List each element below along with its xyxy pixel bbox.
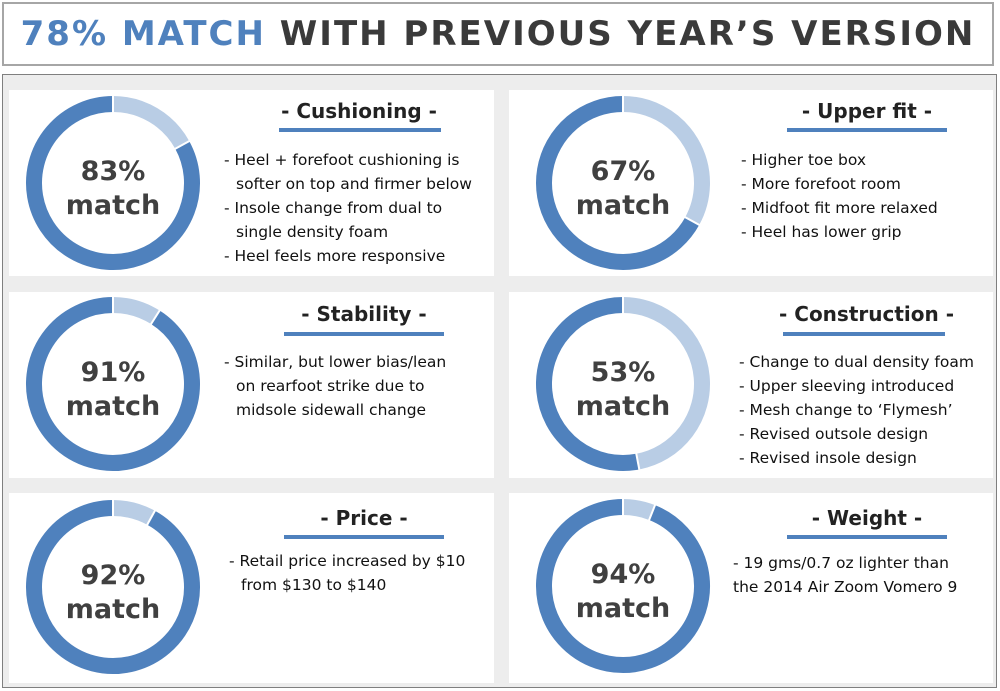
note-line: - Heel + forefoot cushioning is	[224, 151, 460, 169]
ring-segment-separator	[647, 503, 657, 522]
ring-match-label: match	[66, 594, 161, 625]
note-line: - Retail price increased by $10	[229, 552, 466, 570]
note-line: - Heel feels more responsive	[224, 247, 446, 265]
ring-segment-change	[112, 297, 160, 325]
title-underline	[284, 535, 444, 539]
header-banner: 78% MATCH WITH PREVIOUS YEAR’S VERSION	[2, 2, 994, 66]
ring-segment-change	[112, 96, 190, 150]
ring-chart: 92% match	[26, 499, 200, 674]
note-line: - Insole change from dual to	[224, 199, 443, 217]
title-underline	[787, 128, 947, 132]
card-title: - Construction -	[779, 302, 954, 326]
ring-match-label: match	[66, 190, 161, 221]
note-line: on rearfoot strike due to	[236, 377, 425, 395]
note-line: - Mesh change to ‘Flymesh’	[739, 401, 953, 419]
card-cushioning: 83% match - Cushioning - - Heel + forefo…	[9, 90, 494, 276]
ring-segment-match	[536, 96, 700, 270]
card-title: - Upper fit -	[801, 99, 933, 123]
title-underline	[787, 535, 947, 539]
title-accent: 78% MATCH	[20, 14, 266, 54]
ring-segment-match	[26, 297, 200, 471]
ring-chart: 53% match	[536, 296, 710, 471]
ring-match-label: match	[576, 593, 671, 624]
card-price: 92% match - Price - - Retail price incre…	[9, 493, 494, 683]
note-line: midsole sidewall change	[236, 401, 427, 419]
note-line: - Midfoot fit more relaxed	[741, 199, 938, 217]
ring-segment-match	[536, 297, 640, 471]
ring-segment-separator	[149, 309, 161, 326]
ring-segment-change	[622, 96, 710, 225]
card-construction: 53% match - Construction - - Change to d…	[509, 292, 993, 478]
note-line: the 2014 Air Zoom Vomero 9	[733, 578, 958, 596]
ring-match-label: match	[576, 190, 671, 221]
card-title: - Weight -	[811, 506, 923, 530]
ring-segment-match	[26, 500, 200, 674]
title-underline	[279, 128, 441, 132]
card-stability: 91% match - Stability - - Similar, but l…	[9, 292, 494, 478]
ring-percent-label: 92%	[81, 560, 146, 591]
note-line: - Revised insole design	[739, 449, 917, 467]
title-underline	[783, 332, 945, 336]
notes-list: - Heel + forefoot cushioning is softer o…	[224, 148, 472, 268]
note-line: single density foam	[236, 223, 389, 241]
notes-list: - Retail price increased by $10 from $13…	[229, 549, 465, 597]
card-title: - Price -	[320, 506, 408, 530]
cards-panel: 83% match - Cushioning - - Heel + forefo…	[2, 74, 997, 688]
ring-percent-label: 53%	[591, 357, 656, 388]
ring-chart: 83% match	[26, 95, 200, 270]
ring-match-label: match	[66, 391, 161, 422]
ring-percent-label: 91%	[81, 357, 146, 388]
ring-chart: 94% match	[536, 498, 710, 673]
title-rest: WITH PREVIOUS YEAR’S VERSION	[279, 14, 976, 54]
note-line: from $130 to $140	[241, 576, 387, 594]
ring-segment-match	[536, 499, 710, 673]
ring-match-label: match	[576, 391, 671, 422]
ring-percent-label: 94%	[591, 559, 656, 590]
page-title: 78% MATCH WITH PREVIOUS YEAR’S VERSION	[21, 14, 976, 54]
notes-list: - Similar, but lower bias/lean on rearfo…	[224, 350, 446, 422]
ring-segment-change	[622, 499, 656, 521]
card-title: - Stability -	[301, 302, 427, 326]
card-upper-fit: 67% match - Upper fit - - Higher toe box…	[509, 90, 993, 276]
ring-segment-change	[622, 297, 710, 470]
note-line: - More forefoot room	[741, 175, 901, 193]
ring-segment-separator	[683, 215, 701, 227]
note-line: - Revised outsole design	[739, 425, 929, 443]
note-line: softer on top and firmer below	[236, 175, 472, 193]
note-line: - Heel has lower grip	[741, 223, 902, 241]
card-weight: 94% match - Weight - - 19 gms/0.7 oz lig…	[509, 493, 993, 683]
note-line: - 19 gms/0.7 oz lighter than	[733, 554, 949, 572]
ring-segment-change	[112, 500, 155, 525]
note-line: - Higher toe box	[741, 151, 867, 169]
notes-list: - 19 gms/0.7 oz lighter than the 2014 Ai…	[733, 551, 957, 599]
note-line: - Upper sleeving introduced	[739, 377, 955, 395]
title-underline	[284, 332, 444, 336]
ring-segment-separator	[635, 452, 641, 471]
ring-segment-match	[26, 96, 200, 270]
ring-percent-label: 83%	[81, 156, 146, 187]
ring-chart: 91% match	[26, 296, 200, 471]
note-line: - Change to dual density foam	[739, 353, 974, 371]
note-line: - Similar, but lower bias/lean	[224, 353, 447, 371]
ring-segment-separator	[173, 139, 191, 151]
notes-list: - Change to dual density foam - Upper sl…	[739, 350, 974, 470]
ring-segment-separator	[145, 509, 157, 527]
ring-percent-label: 67%	[591, 156, 656, 187]
card-title: - Cushioning -	[281, 99, 437, 123]
notes-list: - Higher toe box - More forefoot room - …	[741, 148, 938, 244]
ring-chart: 67% match	[536, 95, 710, 270]
